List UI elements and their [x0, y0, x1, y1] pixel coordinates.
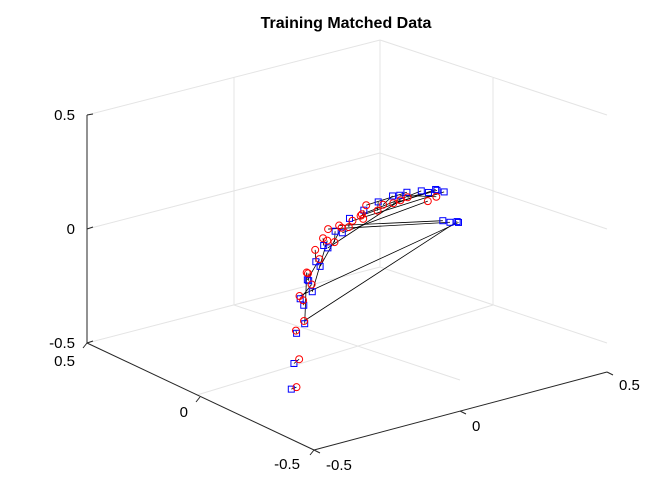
circle-marker — [295, 355, 304, 364]
square-marker — [453, 218, 461, 226]
circle-marker — [389, 199, 398, 208]
x-axis-ticks — [82, 342, 315, 456]
square-marker — [320, 242, 328, 249]
square-marker — [424, 188, 432, 196]
match-link — [299, 222, 459, 297]
square-marker — [396, 191, 404, 199]
circle-marker — [291, 326, 300, 335]
circle-marker — [337, 223, 346, 232]
y-axis-ticks — [313, 371, 614, 454]
circle-marker — [315, 255, 324, 264]
match-link — [366, 191, 408, 206]
square-marker — [287, 385, 295, 393]
square-marker — [446, 218, 454, 226]
grid-lines — [86, 39, 608, 396]
x-axis-line — [86, 342, 315, 451]
circle-marker — [432, 192, 441, 201]
axes — [82, 113, 614, 456]
grid-lines-horizontal — [86, 152, 608, 230]
match-link — [377, 201, 379, 211]
square-marker — [338, 229, 346, 237]
z-tick-label: 0 — [67, 221, 75, 238]
circle-marker — [356, 211, 365, 220]
circle-marker — [423, 197, 432, 206]
z-tick-label: -0.5 — [49, 335, 75, 352]
circle-marker — [403, 193, 412, 202]
square-marker — [417, 187, 425, 195]
circle-marker — [335, 221, 344, 230]
match-link — [339, 220, 443, 226]
circle-marker — [373, 206, 382, 215]
circle-marker — [304, 269, 313, 278]
circle-marker — [362, 201, 371, 210]
circle-marker — [379, 200, 388, 209]
square-marker — [331, 227, 339, 235]
square-marker — [308, 288, 316, 296]
circle-marker — [357, 210, 366, 219]
match-link — [327, 199, 401, 249]
match-link — [393, 189, 438, 204]
match-link — [361, 190, 422, 215]
circle-marker — [311, 245, 320, 254]
match-link — [303, 221, 458, 322]
x-tick-label: 0.5 — [54, 353, 75, 370]
circle-marker — [330, 238, 339, 247]
circle-marker — [319, 234, 328, 243]
data-points — [287, 185, 462, 393]
square-marker — [440, 188, 448, 196]
y-tick-label: -0.5 — [326, 457, 352, 474]
match-link — [295, 330, 297, 334]
circle-marker — [302, 268, 311, 277]
square-marker — [455, 218, 462, 226]
square-marker — [300, 301, 308, 309]
y-tick-label: 0.5 — [619, 377, 640, 394]
square-marker — [360, 206, 368, 214]
match-link — [328, 221, 451, 230]
circle-marker — [300, 316, 309, 325]
square-marker — [290, 360, 298, 367]
circle-marker — [396, 196, 405, 205]
match-link — [299, 284, 312, 299]
square-marker — [403, 188, 411, 196]
circle-marker — [307, 280, 316, 289]
chart-title: Training Matched Data — [261, 15, 432, 32]
circle-marker — [324, 225, 333, 234]
circle-marker — [323, 236, 332, 245]
square-marker — [432, 185, 440, 193]
square-marker — [316, 262, 324, 270]
y-tick-label: 0 — [472, 418, 480, 435]
z-axis-ticks — [86, 113, 94, 344]
circle-marker — [295, 292, 304, 301]
square-marker — [389, 192, 397, 200]
z-tick-label: 0.5 — [54, 107, 75, 124]
square-marker — [439, 217, 447, 225]
square-marker — [324, 244, 332, 252]
match-link — [342, 200, 428, 234]
x-tick-label: 0 — [180, 404, 188, 421]
floor-grid — [196, 304, 494, 396]
x-tick-label: -0.5 — [274, 456, 300, 473]
circle-marker — [348, 216, 357, 225]
circle-marker — [292, 383, 301, 392]
